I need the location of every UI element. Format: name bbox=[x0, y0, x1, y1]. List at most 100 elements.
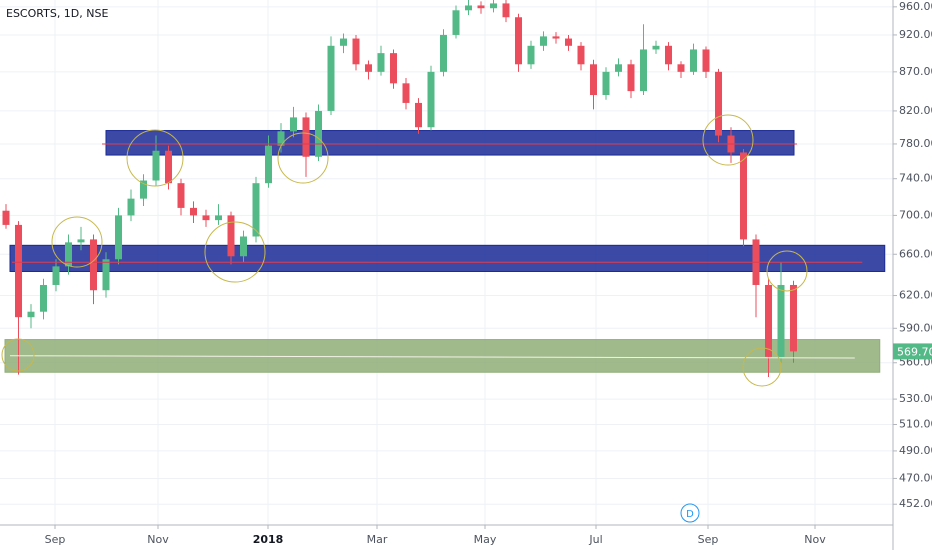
candle-body bbox=[190, 207, 197, 216]
candle-body bbox=[140, 180, 147, 199]
candle-body bbox=[490, 3, 497, 9]
candle-body bbox=[577, 45, 585, 65]
y-tick-label: 920.00 bbox=[899, 28, 932, 41]
candle-body bbox=[65, 242, 72, 267]
candle-body bbox=[365, 64, 372, 72]
candle-body bbox=[590, 64, 597, 96]
candle-body bbox=[215, 215, 222, 221]
event-marker-label: D bbox=[686, 509, 694, 520]
candle-body bbox=[277, 131, 285, 146]
y-tick-label: 820.00 bbox=[899, 104, 932, 117]
annotation-circle bbox=[204, 221, 266, 283]
candle-body bbox=[527, 45, 535, 65]
y-tick-label: 452.00 bbox=[899, 497, 932, 510]
candle-body bbox=[240, 236, 247, 257]
candle-body bbox=[340, 38, 347, 46]
candle-body bbox=[390, 53, 397, 84]
candle-body bbox=[765, 284, 772, 357]
candle-body bbox=[477, 5, 485, 9]
candle-body bbox=[227, 215, 235, 257]
candle-body bbox=[452, 10, 460, 35]
candle-body bbox=[377, 53, 385, 72]
y-tick-label: 490.00 bbox=[899, 444, 932, 457]
candle-body bbox=[102, 259, 110, 291]
candle-body bbox=[640, 49, 647, 92]
y-tick-label: 700.00 bbox=[899, 208, 932, 221]
candle-body bbox=[165, 150, 172, 184]
candle-body bbox=[502, 3, 510, 18]
candle-body bbox=[465, 5, 472, 11]
candle-body bbox=[177, 183, 185, 208]
levels bbox=[9, 143, 863, 359]
annotation-circle bbox=[126, 129, 184, 187]
axes: 960.00 920.00 870.00 820.00 780.00 740.00 700.… bbox=[45, 0, 932, 546]
candle-body bbox=[565, 38, 572, 46]
candle-body bbox=[77, 239, 85, 243]
y-tick-label: 870.00 bbox=[899, 65, 932, 78]
candle-body bbox=[440, 34, 447, 72]
last-price-label: 569.70 bbox=[897, 345, 932, 358]
annotations bbox=[1, 114, 808, 387]
annotation-circle bbox=[766, 250, 808, 292]
x-tick-label: Jul bbox=[588, 533, 602, 546]
zones bbox=[4, 130, 886, 373]
candle-body bbox=[415, 102, 422, 128]
candle-body bbox=[790, 284, 797, 352]
candle-body bbox=[265, 145, 272, 184]
candle-body bbox=[602, 71, 610, 96]
annotation-circle bbox=[51, 216, 103, 268]
y-tick-label: 470.00 bbox=[899, 471, 932, 484]
candle-body bbox=[2, 210, 10, 225]
x-tick-label: May bbox=[474, 533, 497, 546]
y-tick-label: 960.00 bbox=[899, 0, 932, 13]
event-marker[interactable] bbox=[680, 503, 700, 523]
candle-body bbox=[302, 117, 310, 157]
annotation-circle bbox=[702, 114, 754, 166]
x-tick-label: Mar bbox=[367, 533, 388, 546]
x-tick-label: Nov bbox=[147, 533, 169, 546]
x-tick-label: Sep bbox=[698, 533, 719, 546]
x-tick-label: Sep bbox=[45, 533, 66, 546]
candle-body bbox=[252, 183, 260, 237]
candle-body bbox=[552, 36, 560, 39]
x-tick-label: 2018 bbox=[253, 533, 284, 546]
annotation-circle bbox=[1, 338, 35, 372]
candle-body bbox=[290, 117, 297, 132]
candle-body bbox=[715, 71, 722, 136]
price-zone bbox=[9, 244, 886, 272]
y-tick-label: 530.00 bbox=[899, 392, 932, 405]
candle-body bbox=[352, 38, 360, 65]
candle-body bbox=[665, 45, 672, 65]
candle-body bbox=[540, 36, 547, 46]
candle-body bbox=[152, 150, 160, 181]
y-tick-label: 660.00 bbox=[899, 247, 932, 260]
candle-body bbox=[740, 152, 747, 240]
candle-body bbox=[702, 49, 710, 72]
annotation-circle bbox=[742, 347, 782, 387]
annotation-circle bbox=[277, 132, 329, 184]
level-line bbox=[9, 355, 855, 359]
candle-body bbox=[15, 224, 22, 318]
candle-body bbox=[202, 215, 210, 221]
candle-body bbox=[615, 64, 622, 72]
y-tick-label: 510.00 bbox=[899, 418, 932, 431]
candle-body bbox=[127, 198, 135, 216]
candle-body bbox=[90, 239, 97, 291]
candle-body bbox=[402, 83, 410, 103]
price-zone bbox=[105, 130, 795, 156]
candle-body bbox=[515, 17, 522, 65]
y-tick-label: 620.00 bbox=[899, 289, 932, 302]
candle-body bbox=[315, 110, 322, 157]
candle-body bbox=[777, 284, 785, 357]
candle-body bbox=[52, 266, 60, 285]
candle-body bbox=[690, 49, 697, 72]
candle-body bbox=[27, 311, 35, 318]
y-tick-label: 780.00 bbox=[899, 137, 932, 150]
chart-title: ESCORTS, 1D, NSE bbox=[6, 7, 108, 20]
candle-body bbox=[327, 45, 335, 111]
candle-body bbox=[627, 64, 635, 92]
y-tick-label: 740.00 bbox=[899, 172, 932, 185]
last-price-box bbox=[893, 343, 932, 360]
candle-body bbox=[677, 64, 685, 72]
